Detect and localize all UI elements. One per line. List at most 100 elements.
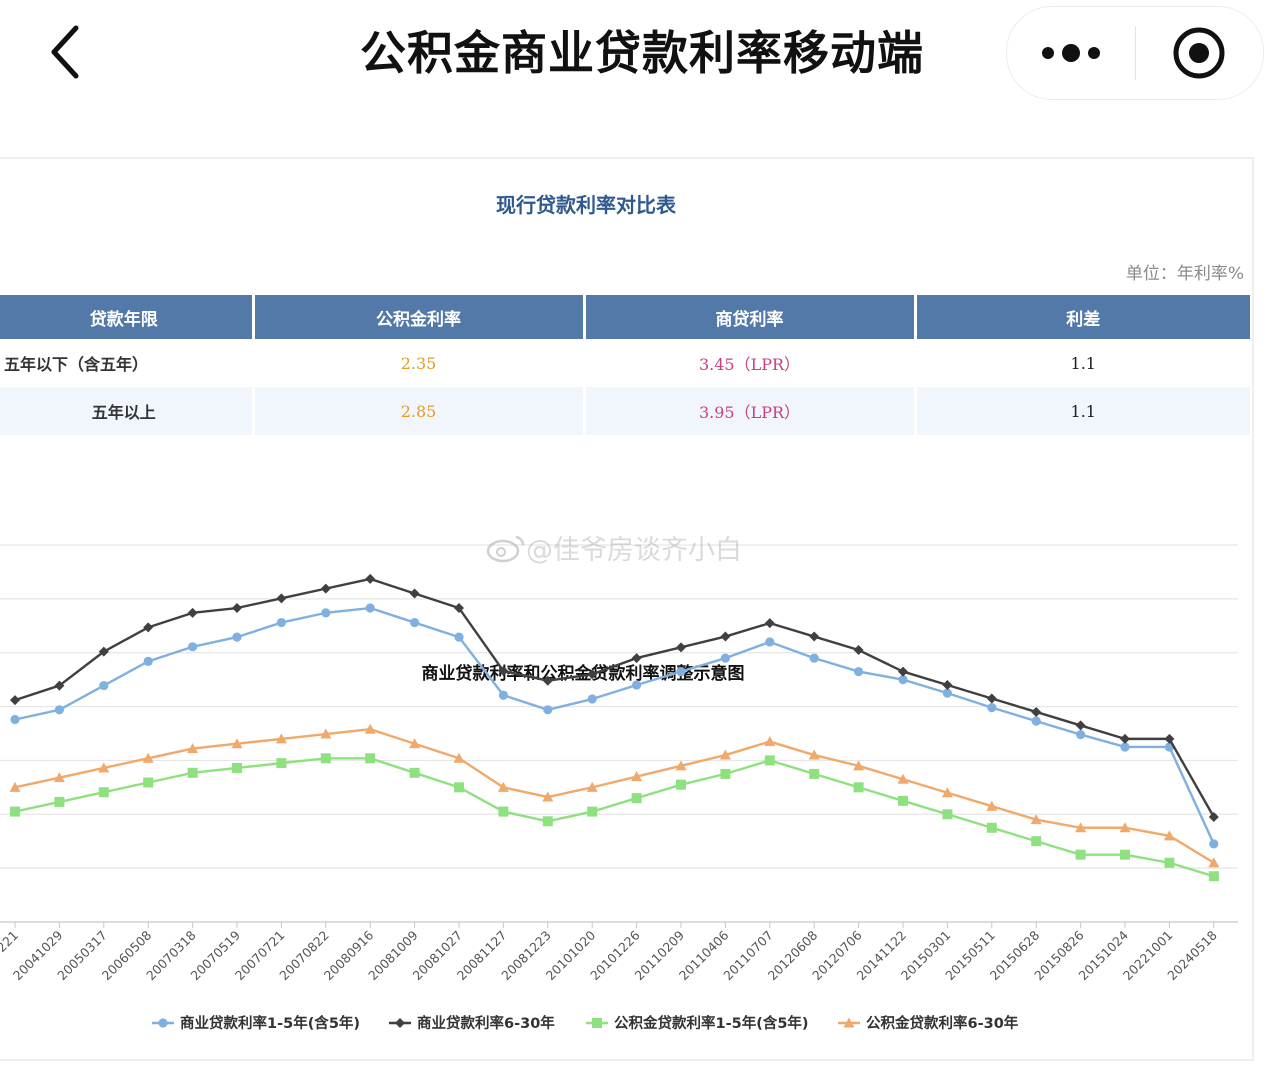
target-close-icon — [1173, 27, 1225, 79]
cell-fund-rate: 2.85 — [253, 387, 586, 435]
data-point — [853, 782, 864, 793]
data-point — [98, 762, 110, 773]
data-point — [454, 632, 464, 642]
header-term: 贷款年限 — [0, 295, 255, 339]
data-point — [843, 1017, 855, 1028]
legend-label: 商业贷款利率1-5年(含5年) — [180, 1014, 360, 1032]
data-point — [854, 666, 864, 677]
series-line — [14, 727, 1215, 864]
watermark-text: @佳爷房谈齐小白 — [526, 535, 742, 566]
data-point — [275, 733, 287, 744]
data-point — [587, 806, 598, 817]
cell-rate-diff: 1.1 — [915, 339, 1250, 387]
data-point — [99, 680, 109, 691]
cell-term: 五年以上 — [0, 387, 255, 435]
data-point — [592, 1018, 602, 1028]
table-row: 五年以上 2.85 3.95（LPR） 1.1 — [0, 387, 1250, 435]
more-button[interactable] — [1007, 7, 1135, 99]
weibo-logo-icon — [486, 535, 525, 562]
data-point — [143, 777, 154, 788]
capsule-divider — [1134, 26, 1136, 80]
chevron-left-icon — [51, 25, 79, 79]
data-point — [143, 656, 153, 666]
top-bar: 公积金商业贷款利率移动端 — [0, 0, 1284, 120]
data-point — [809, 631, 820, 642]
data-point — [409, 588, 420, 599]
data-point — [1119, 822, 1131, 833]
data-point — [1120, 742, 1130, 752]
data-point — [320, 728, 332, 739]
data-point — [365, 603, 375, 613]
data-point — [188, 642, 198, 652]
data-point — [675, 760, 687, 771]
data-point — [9, 781, 21, 792]
data-point — [1120, 733, 1130, 744]
data-point — [409, 738, 421, 749]
data-point — [542, 791, 554, 802]
table-row: 五年以下（含五年） 2.35 3.45（LPR） 1.1 — [0, 339, 1250, 387]
data-point — [853, 645, 864, 656]
data-point — [10, 806, 20, 817]
data-point — [676, 666, 686, 677]
series-line — [14, 606, 1215, 845]
data-point — [986, 800, 998, 811]
content-card: 现行贷款利率对比表 单位：年利率% 贷款年限 公积金利率 商贷利率 利差 五年以… — [0, 157, 1254, 1061]
header-fund-rate: 公积金利率 — [253, 295, 586, 339]
data-point — [453, 752, 465, 763]
data-point — [898, 795, 908, 806]
data-point — [987, 703, 997, 713]
table-title: 现行贷款利率对比表 — [496, 193, 676, 217]
data-point — [1120, 849, 1130, 860]
data-point — [1075, 720, 1086, 731]
data-point — [395, 1018, 405, 1028]
mini-program-capsule — [1006, 6, 1264, 100]
data-point — [986, 822, 997, 833]
data-point — [454, 782, 464, 793]
data-point — [586, 781, 598, 792]
legend-item: 公积金贷款利率1-5年(含5年) — [586, 1014, 809, 1032]
back-button[interactable] — [36, 22, 96, 82]
data-point — [1031, 836, 1042, 847]
data-point — [898, 675, 908, 685]
data-point — [187, 607, 198, 618]
data-point — [809, 653, 819, 663]
series-line — [14, 757, 1215, 878]
cell-commercial-rate: 3.45（LPR） — [584, 339, 917, 387]
unit-note: 单位：年利率% — [1125, 264, 1244, 284]
page-title: 公积金商业贷款利率移动端 — [360, 26, 924, 80]
data-point — [498, 690, 508, 700]
data-point — [231, 738, 243, 749]
data-point — [764, 618, 775, 629]
data-point — [942, 809, 953, 820]
data-point — [720, 653, 731, 663]
data-point — [187, 767, 198, 778]
data-point — [454, 603, 464, 614]
data-point — [1208, 857, 1220, 868]
data-point — [1164, 857, 1175, 868]
data-point — [232, 632, 242, 642]
data-point — [1075, 849, 1086, 860]
series-3 — [10, 753, 1219, 882]
data-point — [765, 637, 775, 647]
data-point — [143, 622, 154, 633]
data-point — [320, 583, 331, 594]
data-point — [320, 753, 331, 764]
x-tick-label: 221 — [0, 928, 21, 955]
data-point — [942, 680, 953, 691]
data-point — [941, 787, 953, 798]
data-point — [158, 1018, 168, 1028]
data-point — [232, 603, 242, 614]
close-button[interactable] — [1136, 7, 1264, 99]
watermark: @佳爷房谈齐小白 — [486, 528, 742, 567]
header-commercial-rate: 商贷利率 — [584, 295, 917, 339]
data-point — [1164, 733, 1175, 744]
data-point — [542, 675, 553, 686]
legend-label: 公积金贷款利率1-5年(含5年) — [614, 1014, 809, 1032]
data-point — [631, 653, 642, 664]
data-point — [1075, 822, 1087, 833]
data-point — [364, 723, 376, 734]
data-point — [498, 666, 509, 677]
data-point — [365, 573, 376, 584]
data-point — [720, 768, 731, 779]
